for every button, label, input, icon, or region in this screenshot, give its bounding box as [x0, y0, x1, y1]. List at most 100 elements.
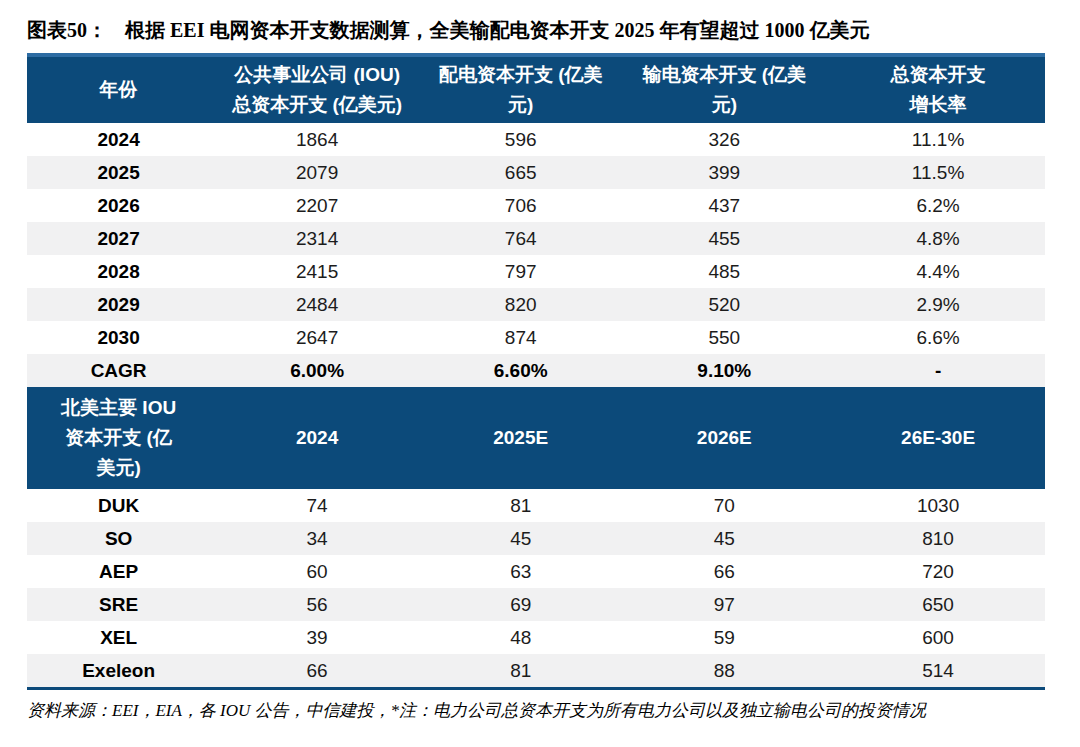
column-header: 年份 — [27, 55, 210, 123]
data-cell: 2484 — [210, 288, 424, 321]
table-row: AEP606366720 — [27, 555, 1045, 588]
data-cell: 74 — [210, 489, 424, 522]
data-cell: 9.10% — [617, 354, 831, 387]
data-cell: 764 — [424, 222, 617, 255]
report-figure: 图表50： 根据 EEI 电网资本开支数据测算，全美输配电资本开支 2025 年有… — [0, 0, 1080, 722]
row-label: 2024 — [27, 123, 210, 156]
data-cell: 56 — [210, 588, 424, 621]
column-header: 2024 — [210, 387, 424, 489]
data-cell: 48 — [424, 621, 617, 654]
capex-table: 年份公共事业公司 (IOU) 总资本开支 (亿美元)配电资本开支 (亿美 元)输… — [27, 53, 1045, 690]
column-header: 北美主要 IOU 资本开支 (亿 美元) — [27, 387, 210, 489]
row-label: XEL — [27, 621, 210, 654]
table-row: SRE566997650 — [27, 588, 1045, 621]
data-cell: 326 — [617, 123, 831, 156]
table-row: Exeleon668188514 — [27, 654, 1045, 689]
column-header: 2025E — [424, 387, 617, 489]
data-cell: 6.60% — [424, 354, 617, 387]
data-cell: 2207 — [210, 189, 424, 222]
data-cell: 59 — [617, 621, 831, 654]
data-cell: 6.6% — [831, 321, 1045, 354]
data-cell: 69 — [424, 588, 617, 621]
table-row: 202723147644554.8% — [27, 222, 1045, 255]
table-row: 2024186459632611.1% — [27, 123, 1045, 156]
table-row: 203026478745506.6% — [27, 321, 1045, 354]
column-header: 输电资本开支 (亿美 元) — [617, 55, 831, 123]
column-header: 2026E — [617, 387, 831, 489]
row-label: 2027 — [27, 222, 210, 255]
row-label: 2030 — [27, 321, 210, 354]
data-cell: 60 — [210, 555, 424, 588]
data-cell: 45 — [617, 522, 831, 555]
data-cell: 39 — [210, 621, 424, 654]
data-cell: 11.5% — [831, 156, 1045, 189]
table-row: 202924848205202.9% — [27, 288, 1045, 321]
table-row: CAGR6.00%6.60%9.10%- — [27, 354, 1045, 387]
data-cell: 70 — [617, 489, 831, 522]
figure-title-text: 根据 EEI 电网资本开支数据测算，全美输配电资本开支 2025 年有望超过 1… — [125, 19, 869, 41]
row-label: 2029 — [27, 288, 210, 321]
row-label: SO — [27, 522, 210, 555]
iou-capex-body: DUK7481701030SO344545810AEP606366720SRE5… — [27, 489, 1045, 689]
data-cell: 720 — [831, 555, 1045, 588]
data-cell: 485 — [617, 255, 831, 288]
data-cell: - — [831, 354, 1045, 387]
data-cell: 66 — [617, 555, 831, 588]
data-cell: 1030 — [831, 489, 1045, 522]
row-label: AEP — [27, 555, 210, 588]
data-cell: 706 — [424, 189, 617, 222]
data-cell: 600 — [831, 621, 1045, 654]
row-label: 2025 — [27, 156, 210, 189]
figure-number: 图表50： — [27, 19, 107, 41]
column-header: 配电资本开支 (亿美 元) — [424, 55, 617, 123]
data-cell: 81 — [424, 654, 617, 689]
table-row: SO344545810 — [27, 522, 1045, 555]
data-cell: 820 — [424, 288, 617, 321]
data-cell: 2647 — [210, 321, 424, 354]
column-header: 总资本开支 增长率 — [831, 55, 1045, 123]
data-cell: 6.00% — [210, 354, 424, 387]
table-row: 202622077064376.2% — [27, 189, 1045, 222]
data-cell: 97 — [617, 588, 831, 621]
data-cell: 520 — [617, 288, 831, 321]
table-row: 2025207966539911.5% — [27, 156, 1045, 189]
row-label: 2026 — [27, 189, 210, 222]
data-cell: 874 — [424, 321, 617, 354]
data-cell: 81 — [424, 489, 617, 522]
national-capex-header: 年份公共事业公司 (IOU) 总资本开支 (亿美元)配电资本开支 (亿美 元)输… — [27, 55, 1045, 123]
national-capex-body: 2024186459632611.1%2025207966539911.5%20… — [27, 123, 1045, 387]
data-cell: 437 — [617, 189, 831, 222]
data-cell: 514 — [831, 654, 1045, 689]
data-cell: 2415 — [210, 255, 424, 288]
row-label: CAGR — [27, 354, 210, 387]
data-cell: 810 — [831, 522, 1045, 555]
data-cell: 4.8% — [831, 222, 1045, 255]
row-label: Exeleon — [27, 654, 210, 689]
data-cell: 45 — [424, 522, 617, 555]
data-cell: 2079 — [210, 156, 424, 189]
row-label: SRE — [27, 588, 210, 621]
source-note: 资料来源：EEI，EIA，各 IOU 公告，中信建投，*注：电力公司总资本开支为… — [27, 699, 1053, 722]
header-row: 年份公共事业公司 (IOU) 总资本开支 (亿美元)配电资本开支 (亿美 元)输… — [27, 55, 1045, 123]
row-label: 2028 — [27, 255, 210, 288]
iou-capex-header: 北美主要 IOU 资本开支 (亿 美元)20242025E2026E26E-30… — [27, 387, 1045, 489]
data-cell: 665 — [424, 156, 617, 189]
data-cell: 6.2% — [831, 189, 1045, 222]
data-cell: 63 — [424, 555, 617, 588]
data-cell: 455 — [617, 222, 831, 255]
data-cell: 596 — [424, 123, 617, 156]
column-header: 公共事业公司 (IOU) 总资本开支 (亿美元) — [210, 55, 424, 123]
data-cell: 797 — [424, 255, 617, 288]
data-cell: 2.9% — [831, 288, 1045, 321]
data-cell: 550 — [617, 321, 831, 354]
data-cell: 34 — [210, 522, 424, 555]
data-cell: 1864 — [210, 123, 424, 156]
header-row: 北美主要 IOU 资本开支 (亿 美元)20242025E2026E26E-30… — [27, 387, 1045, 489]
table-row: 202824157974854.4% — [27, 255, 1045, 288]
table-row: DUK7481701030 — [27, 489, 1045, 522]
figure-title: 图表50： 根据 EEI 电网资本开支数据测算，全美输配电资本开支 2025 年有… — [27, 17, 1053, 44]
row-label: DUK — [27, 489, 210, 522]
column-header: 26E-30E — [831, 387, 1045, 489]
data-cell: 4.4% — [831, 255, 1045, 288]
data-cell: 88 — [617, 654, 831, 689]
